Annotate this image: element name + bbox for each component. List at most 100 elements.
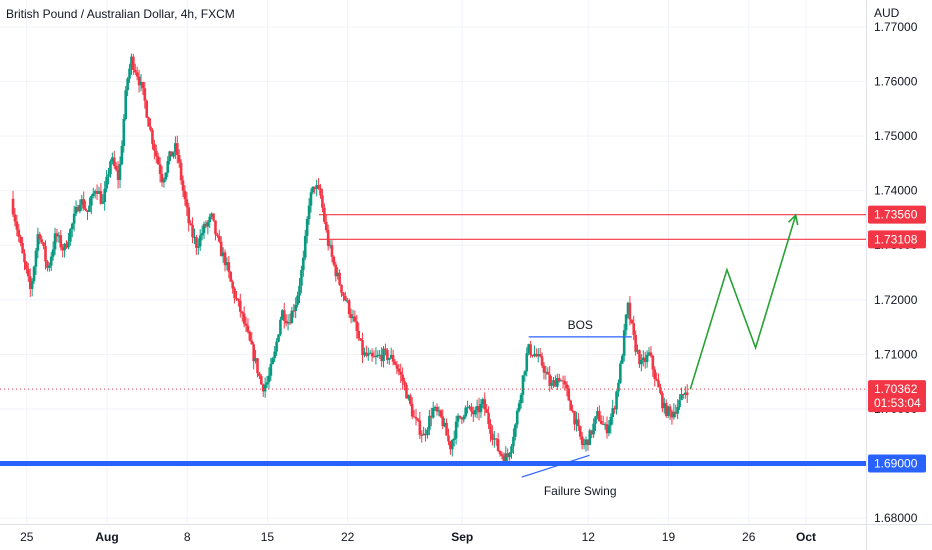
candle-down	[554, 380, 557, 387]
x-tick-label: 19	[662, 530, 676, 544]
candle-down	[682, 394, 685, 396]
candle-down	[151, 129, 154, 144]
candle-up	[200, 233, 204, 236]
candle-down	[217, 235, 221, 242]
candle-up	[305, 219, 309, 236]
candle-down	[181, 180, 185, 191]
candle-up	[550, 383, 553, 386]
candle-down	[380, 354, 383, 362]
candle-down	[99, 191, 103, 204]
candle-up	[34, 250, 38, 267]
candle-up	[622, 330, 626, 356]
candle-down	[546, 371, 550, 375]
candle-down	[657, 380, 660, 388]
candle-down	[61, 247, 64, 251]
candle-up	[202, 223, 206, 234]
candle-up	[641, 357, 645, 361]
candle-down	[44, 246, 47, 262]
candle-down	[365, 352, 368, 356]
grid-layer	[0, 0, 866, 524]
candle-up	[130, 56, 133, 69]
candle-down	[282, 310, 286, 321]
candle-down	[416, 418, 420, 421]
candle-up	[118, 164, 122, 180]
candle-up	[552, 380, 555, 384]
candle-up	[271, 358, 275, 364]
candle-up	[645, 354, 649, 363]
candle-up	[91, 193, 95, 196]
candle-down	[410, 403, 414, 417]
x-tick-label: 12	[582, 530, 596, 544]
candle-down	[590, 430, 594, 435]
candle-up	[672, 411, 676, 418]
candle-down	[177, 155, 181, 163]
candle-down	[668, 406, 672, 412]
candle-up	[680, 394, 683, 401]
candle-down	[145, 100, 149, 118]
candle-down	[399, 371, 403, 375]
candle-down	[567, 388, 571, 401]
x-tick-label: Oct	[796, 530, 816, 544]
candle-down	[487, 412, 490, 425]
candle-up	[594, 416, 597, 424]
candle-down	[76, 206, 80, 212]
candle-down	[214, 220, 217, 235]
support-price-tag	[868, 454, 926, 473]
candle-up	[168, 151, 171, 162]
candle-up	[609, 416, 613, 426]
candle-up	[80, 199, 84, 205]
candle-up	[198, 235, 202, 247]
candle-down	[135, 72, 139, 77]
candle-up	[422, 433, 425, 436]
candle-up	[294, 304, 297, 311]
candle-down	[324, 221, 328, 231]
candle-up	[30, 281, 34, 289]
candle-up	[196, 246, 200, 248]
candle-down	[403, 381, 406, 385]
candle-down	[42, 242, 45, 247]
candle-up	[456, 415, 460, 422]
candle-up	[678, 400, 681, 408]
candle-up	[88, 205, 91, 212]
candle-up	[126, 78, 129, 91]
candle-down	[219, 241, 223, 257]
failure-swing-label: Failure Swing	[544, 484, 617, 498]
candle-up	[620, 355, 624, 364]
candle-down	[638, 350, 641, 365]
candle-down	[565, 384, 569, 389]
candle-down	[332, 256, 336, 265]
candle-up	[556, 378, 559, 387]
candle-down	[500, 454, 504, 456]
candle-down	[441, 416, 445, 427]
candle-down	[599, 420, 603, 424]
candle-down	[11, 198, 15, 215]
candle-down	[531, 355, 534, 357]
candle-up	[662, 403, 666, 409]
candle-up	[166, 161, 170, 173]
candle-down	[485, 409, 488, 413]
candle-down	[133, 69, 137, 73]
candle-down	[506, 453, 509, 458]
candle-up	[525, 353, 529, 372]
candle-down	[496, 439, 500, 452]
candle-up	[527, 344, 530, 354]
candle-up	[647, 352, 651, 355]
candle-up	[277, 334, 280, 342]
x-tick-label: Sep	[451, 530, 473, 544]
candle-up	[512, 436, 515, 447]
candle-down	[38, 234, 42, 240]
candle-up	[450, 440, 454, 450]
candle-up	[139, 82, 143, 86]
current-price-tag	[868, 380, 926, 413]
candles-layer	[11, 53, 689, 466]
candle-down	[340, 284, 343, 293]
candle-down	[229, 271, 233, 282]
x-tick-label: 26	[742, 530, 756, 544]
candle-up	[619, 363, 622, 383]
candle-down	[156, 156, 160, 165]
candle-down	[563, 381, 567, 385]
candle-down	[577, 419, 580, 427]
candle-down	[502, 455, 506, 462]
resistance-price-tag	[868, 205, 926, 224]
